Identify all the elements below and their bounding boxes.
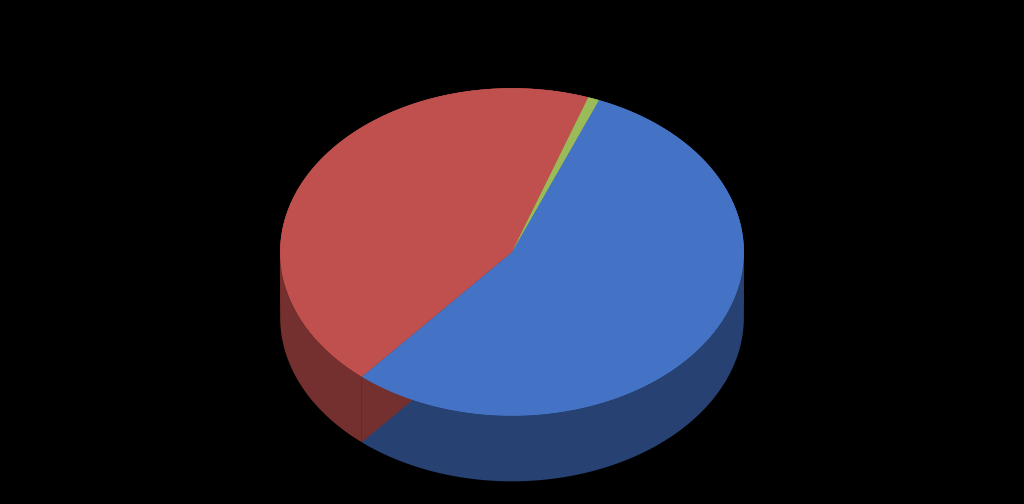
Polygon shape xyxy=(361,253,743,481)
Polygon shape xyxy=(512,97,599,252)
Polygon shape xyxy=(361,252,512,443)
Polygon shape xyxy=(281,88,589,377)
Polygon shape xyxy=(361,100,743,416)
Polygon shape xyxy=(599,100,743,317)
Polygon shape xyxy=(589,97,599,166)
Polygon shape xyxy=(281,88,589,317)
Polygon shape xyxy=(512,97,599,252)
Polygon shape xyxy=(361,252,512,443)
Polygon shape xyxy=(361,100,743,416)
Polygon shape xyxy=(281,253,361,443)
Polygon shape xyxy=(281,88,589,377)
